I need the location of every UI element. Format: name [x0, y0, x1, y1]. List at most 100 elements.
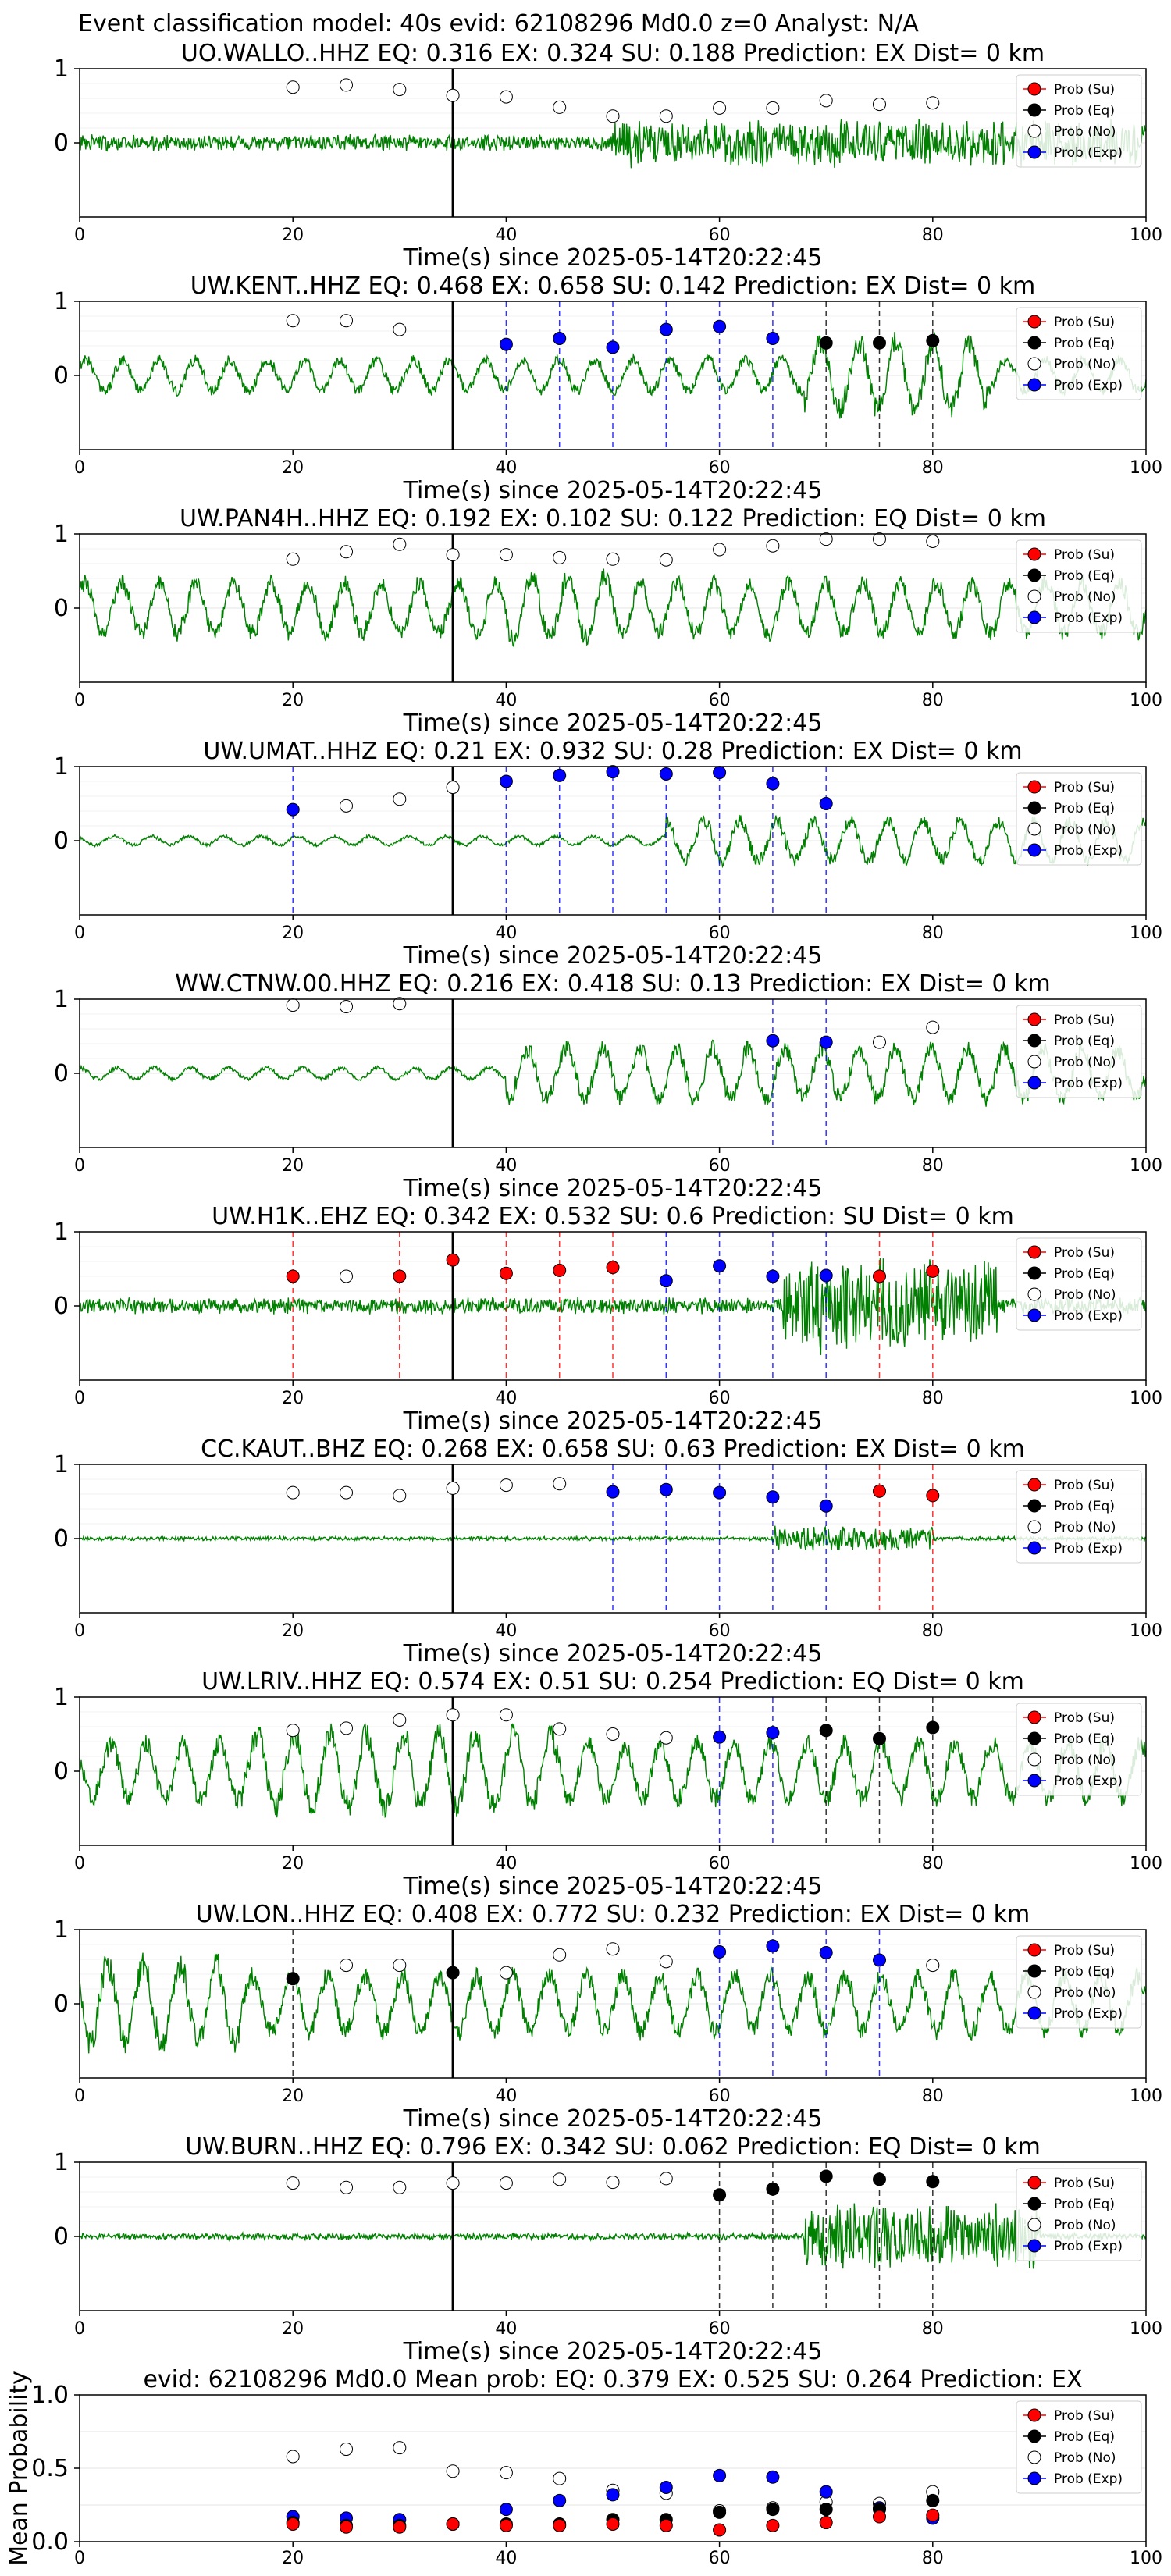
prob-point: [926, 2175, 940, 2189]
x-axis-label: Time(s) since 2025-05-14T20:22:45: [403, 1407, 823, 1435]
legend-marker: [1027, 1985, 1041, 1999]
station-panel: CC.KAUT..BHZ EQ: 0.268 EX: 0.658 SU: 0.6…: [54, 1436, 1162, 1667]
legend-label: Prob (No): [1054, 1287, 1116, 1303]
prob-point: [713, 766, 727, 780]
mean-prob-point: [446, 2464, 460, 2478]
prob-point: [926, 1020, 940, 1034]
prob-point: [766, 332, 780, 345]
prob-point: [873, 2172, 886, 2186]
mean-prob-point: [446, 2517, 460, 2531]
prob-point: [606, 1942, 620, 1956]
mean-prob-point: [766, 2518, 780, 2532]
x-tick-label: 0: [74, 458, 85, 478]
legend-label: Prob (No): [1054, 1752, 1116, 1768]
legend-box: [1016, 1470, 1142, 1564]
legend-marker: [1027, 1478, 1041, 1492]
prob-point: [286, 1485, 300, 1500]
legend-label: Prob (Exp): [1054, 1308, 1123, 1324]
prob-point: [553, 2172, 567, 2186]
legend-label: Prob (Exp): [1054, 2471, 1123, 2487]
prob-point: [286, 802, 300, 817]
station-panel: UO.WALLO..HHZ EQ: 0.316 EX: 0.324 SU: 0.…: [54, 40, 1162, 272]
prob-point: [659, 767, 673, 781]
waveform-trace: [79, 1952, 1147, 2054]
y-tick-label: 1: [54, 1219, 69, 1246]
legend-marker: [1027, 547, 1041, 561]
prob-point: [659, 109, 673, 123]
prob-point: [393, 1489, 407, 1503]
legend-marker: [1027, 2176, 1041, 2190]
prob-point: [713, 2188, 727, 2202]
x-tick-label: 0: [74, 923, 85, 943]
figure-title: Event classification model: 40s evid: 62…: [78, 10, 919, 37]
x-tick-label: 100: [1130, 1389, 1162, 1408]
waveform-trace: [79, 1525, 1147, 1551]
prob-point: [713, 1945, 727, 1959]
prob-point: [659, 1731, 673, 1745]
prob-point: [499, 90, 513, 104]
station-panel: WW.CTNW.00.HHZ EQ: 0.216 EX: 0.418 SU: 0…: [54, 970, 1162, 1202]
station-panel: UW.LON..HHZ EQ: 0.408 EX: 0.772 SU: 0.23…: [54, 1901, 1162, 2133]
prob-point: [393, 2180, 407, 2194]
prob-point: [873, 1953, 886, 1967]
legend-marker: [1027, 2197, 1041, 2211]
x-tick-label: 60: [709, 1854, 731, 1873]
legend-marker: [1027, 2471, 1041, 2485]
prob-point: [286, 1269, 300, 1283]
prob-point: [393, 792, 407, 806]
prob-point: [713, 319, 727, 333]
prob-point: [766, 1490, 780, 1504]
x-tick-label: 20: [282, 1389, 304, 1408]
x-tick-label: 100: [1130, 2549, 1162, 2568]
legend-marker: [1027, 2408, 1041, 2422]
x-tick-label: 0: [74, 1854, 85, 1873]
prob-point: [286, 1972, 300, 1986]
prob-point: [873, 532, 886, 546]
mean-prob-point: [393, 2441, 407, 2455]
legend-marker: [1027, 315, 1041, 329]
legend-marker: [1027, 2429, 1041, 2443]
prob-point: [446, 548, 460, 562]
mean-prob-point: [926, 2493, 940, 2507]
prob-point: [659, 1955, 673, 1969]
mean-prob-point: [553, 2471, 567, 2485]
legend-marker: [1027, 2218, 1041, 2232]
y-tick-label: 0: [54, 827, 69, 855]
prob-point: [713, 1485, 727, 1500]
x-tick-label: 40: [495, 2549, 517, 2568]
x-tick-label: 60: [709, 1156, 731, 1176]
legend-marker: [1027, 610, 1041, 624]
legend-label: Prob (No): [1054, 1520, 1116, 1535]
y-tick-label: 1: [54, 753, 69, 781]
x-tick-label: 0: [74, 2087, 85, 2106]
legend-marker: [1027, 1499, 1041, 1513]
legend-marker: [1027, 1541, 1041, 1555]
prob-point: [499, 1266, 513, 1280]
prob-point: [926, 1489, 940, 1503]
y-tick-label: 0: [54, 130, 69, 157]
prob-point: [553, 550, 567, 564]
panel-title: UW.BURN..HHZ EQ: 0.796 EX: 0.342 SU: 0.0…: [185, 2133, 1041, 2161]
prob-point: [446, 781, 460, 795]
x-tick-label: 40: [495, 2087, 517, 2106]
x-tick-label: 40: [495, 1156, 517, 1176]
prob-point: [499, 1708, 513, 1722]
y-tick-label: 1: [54, 1451, 69, 1478]
legend-marker: [1027, 1710, 1041, 1724]
x-tick-label: 60: [709, 923, 731, 943]
legend-label: Prob (Exp): [1054, 2239, 1123, 2254]
x-tick-label: 40: [495, 458, 517, 478]
legend-marker: [1027, 822, 1041, 836]
legend-marker: [1027, 1308, 1041, 1322]
legend-label: Prob (Eq): [1054, 1499, 1115, 1514]
legend-marker: [1027, 2006, 1041, 2020]
mean-prob-point: [606, 2517, 620, 2531]
x-tick-label: 60: [709, 458, 731, 478]
prob-point: [766, 539, 780, 553]
x-tick-label: 80: [922, 923, 944, 943]
legend-marker: [1027, 2450, 1041, 2464]
x-axis-label: Time(s) since 2025-05-14T20:22:45: [403, 244, 823, 272]
prob-point: [926, 1959, 940, 1973]
prob-point: [926, 535, 940, 548]
